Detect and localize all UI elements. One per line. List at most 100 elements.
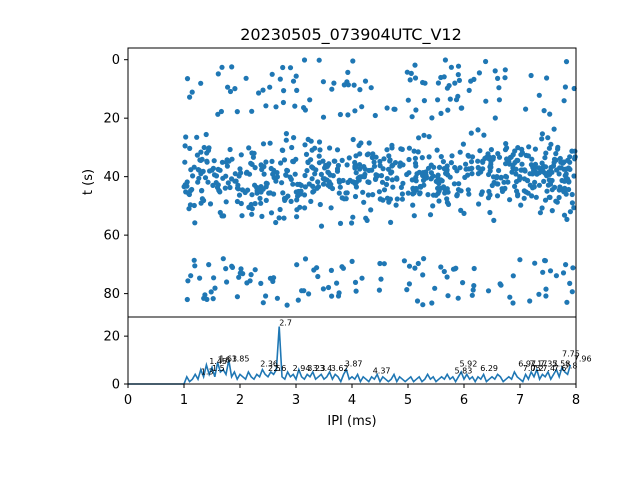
raster-point <box>269 71 275 77</box>
raster-point <box>431 164 437 170</box>
raster-point <box>491 217 497 223</box>
raster-point <box>507 294 513 300</box>
raster-point <box>525 190 531 196</box>
raster-point <box>359 104 365 110</box>
raster-point <box>399 191 405 197</box>
raster-point <box>222 185 228 191</box>
raster-point <box>316 57 322 63</box>
raster-point <box>328 205 334 211</box>
raster-point <box>352 193 359 200</box>
raster-point <box>215 71 221 77</box>
raster-point <box>366 140 372 146</box>
raster-point <box>513 171 519 177</box>
raster-point <box>337 184 343 190</box>
raster-point <box>225 180 231 186</box>
raster-point <box>316 160 322 166</box>
raster-point <box>406 156 412 163</box>
raster-point <box>380 166 386 172</box>
raster-point <box>315 179 321 185</box>
raster-point <box>429 300 435 306</box>
raster-point <box>252 165 258 171</box>
raster-point <box>227 88 234 95</box>
raster-point <box>463 161 469 167</box>
ipi-peak-label: 5.92 <box>460 359 478 368</box>
raster-point <box>451 181 457 187</box>
raster-point <box>217 167 223 173</box>
raster-point <box>225 84 231 90</box>
raster-point <box>369 167 375 173</box>
raster-point <box>399 146 405 152</box>
raster-point <box>497 281 503 287</box>
raster-point <box>377 260 383 267</box>
ipi-peak-label: 3.4 <box>320 364 333 373</box>
ipi-x-tick-label: 0 <box>124 393 132 408</box>
raster-point <box>268 210 275 216</box>
raster-point <box>542 197 549 203</box>
ipi-frame <box>127 316 577 385</box>
raster-point <box>487 209 493 216</box>
raster-point <box>317 147 323 153</box>
raster-point <box>561 98 567 104</box>
raster-point <box>444 196 450 202</box>
raster-point <box>434 147 440 153</box>
raster-y-axis-label: t (s) <box>81 169 96 195</box>
raster-point <box>494 193 501 199</box>
raster-point <box>421 256 427 262</box>
ipi-peak-label: 7.75 <box>562 350 580 359</box>
raster-point <box>414 171 420 177</box>
raster-point <box>420 272 426 278</box>
raster-point <box>223 199 229 205</box>
raster-point <box>274 170 280 176</box>
raster-point <box>376 287 382 293</box>
raster-point <box>571 205 577 211</box>
raster-point <box>191 202 197 209</box>
raster-point <box>394 175 400 181</box>
raster-point <box>258 162 264 169</box>
raster-point <box>350 179 357 185</box>
raster-point <box>496 97 502 103</box>
raster-point <box>357 162 363 168</box>
raster-point <box>543 293 549 299</box>
raster-point <box>536 92 542 98</box>
raster-point <box>440 159 446 165</box>
raster-point <box>401 258 407 264</box>
raster-point <box>561 189 568 195</box>
raster-point <box>567 280 573 286</box>
raster-point <box>413 107 419 113</box>
raster-point <box>397 163 403 169</box>
raster-point <box>187 94 193 100</box>
raster-point <box>362 78 369 84</box>
raster-point <box>292 171 298 177</box>
raster-point <box>438 264 444 270</box>
raster-point <box>532 260 538 266</box>
raster-point <box>238 170 244 176</box>
raster-point <box>549 208 555 214</box>
chart-title: 20230505_073904UTC_V12 <box>240 25 462 45</box>
raster-points <box>181 57 578 308</box>
raster-point <box>283 172 289 178</box>
raster-point <box>526 144 532 150</box>
raster-point <box>480 158 486 164</box>
raster-point <box>229 264 236 270</box>
raster-point <box>199 187 205 194</box>
raster-point <box>417 183 423 190</box>
raster-point <box>433 178 439 184</box>
raster-point <box>359 174 365 180</box>
raster-point <box>412 62 418 68</box>
raster-point <box>384 175 390 182</box>
raster-point <box>309 164 315 170</box>
raster-point <box>263 159 269 165</box>
raster-point <box>378 276 384 282</box>
raster-point <box>541 178 547 184</box>
raster-point <box>390 162 396 168</box>
raster-point <box>392 106 398 112</box>
raster-point <box>335 293 342 299</box>
raster-point <box>365 151 371 157</box>
raster-point <box>457 149 463 155</box>
raster-point <box>205 179 211 185</box>
raster-point <box>411 148 417 154</box>
raster-point <box>519 161 525 167</box>
raster-point <box>365 179 371 185</box>
raster-point <box>302 142 308 148</box>
raster-point <box>455 63 462 69</box>
